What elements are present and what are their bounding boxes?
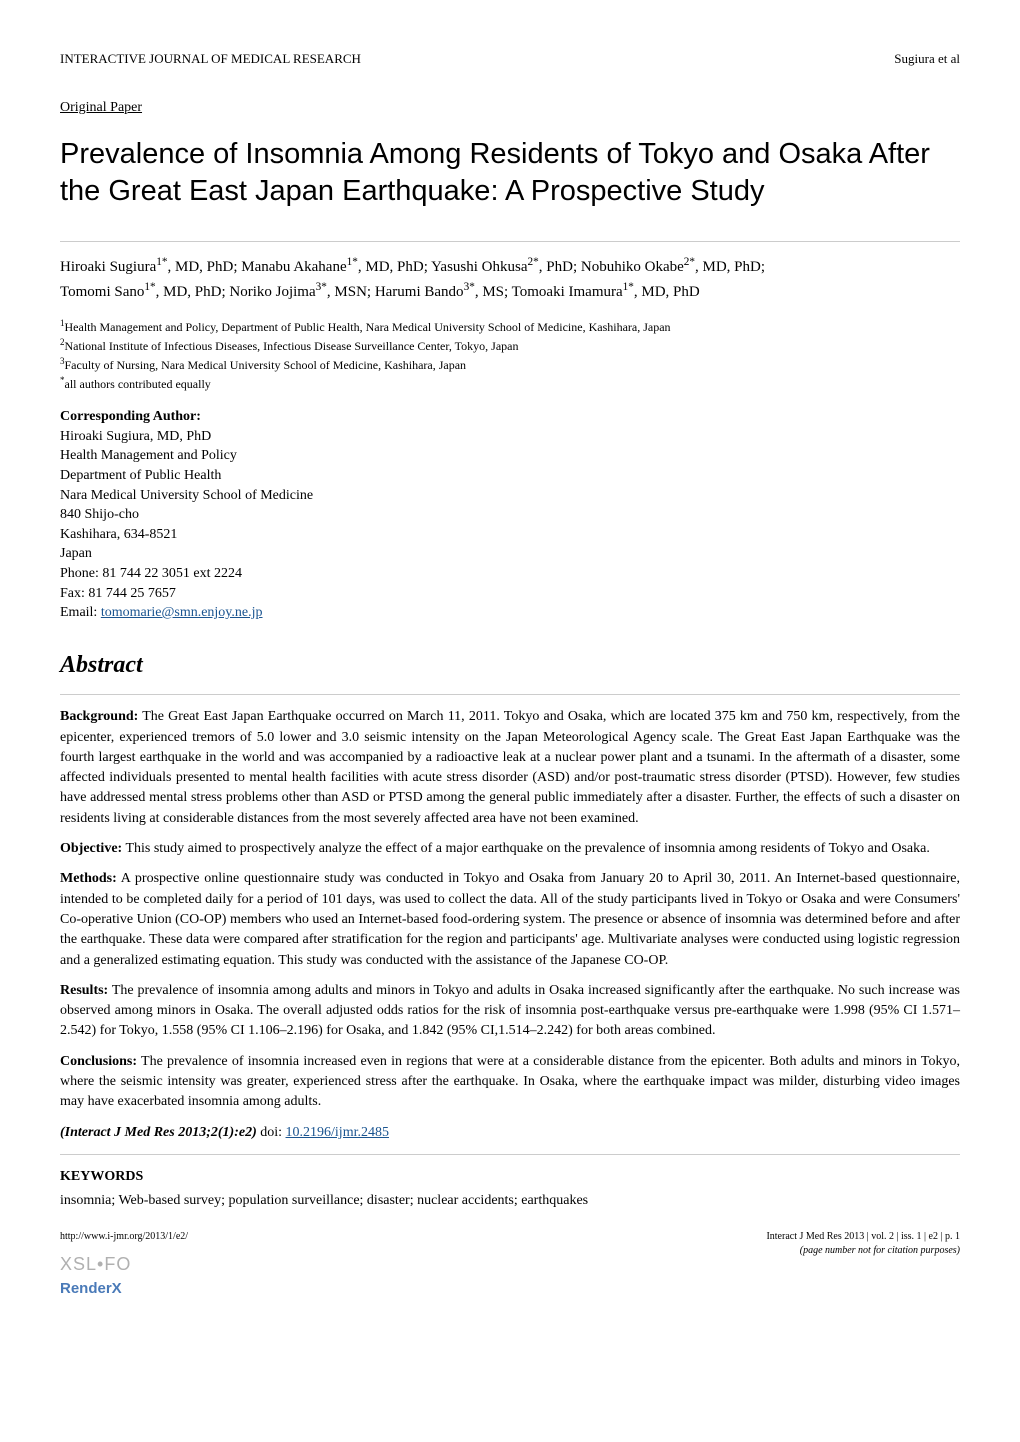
paper-type: Original Paper — [60, 98, 960, 118]
results-text: The prevalence of insomnia among adults … — [60, 983, 960, 1039]
authors-line-1: Hiroaki Sugiura1*, MD, PhD; Manabu Akaha… — [60, 259, 765, 275]
results-label: Results: — [60, 983, 108, 998]
abstract-conclusions: Conclusions: The prevalence of insomnia … — [60, 1052, 960, 1113]
doi-link[interactable]: 10.2196/ijmr.2485 — [286, 1125, 389, 1140]
corresponding-phone: Phone: 81 744 22 3051 ext 2224 — [60, 564, 960, 584]
renderx-logo: XSL•FO RenderX — [60, 1252, 188, 1298]
page-header: INTERACTIVE JOURNAL OF MEDICAL RESEARCH … — [60, 50, 960, 68]
abstract-background: Background: The Great East Japan Earthqu… — [60, 707, 960, 829]
equal-contribution: *all authors contributed equally — [60, 374, 960, 393]
affiliation-3: 3Faculty of Nursing, Nara Medical Univer… — [60, 355, 960, 374]
affiliation-1: 1Health Management and Policy, Departmen… — [60, 317, 960, 336]
objective-label: Objective: — [60, 841, 122, 856]
authors-block: Hiroaki Sugiura1*, MD, PhD; Manabu Akaha… — [60, 254, 960, 303]
corresponding-country: Japan — [60, 544, 960, 564]
corresponding-name: Hiroaki Sugiura, MD, PhD — [60, 427, 960, 447]
abstract-heading: Abstract — [60, 649, 960, 683]
corresponding-author-block: Corresponding Author: Hiroaki Sugiura, M… — [60, 407, 960, 623]
abstract-methods: Methods: A prospective online questionna… — [60, 869, 960, 970]
divider — [60, 241, 960, 242]
divider — [60, 694, 960, 695]
doi-prefix: doi: — [257, 1125, 286, 1140]
corresponding-address: 840 Shijo-cho — [60, 505, 960, 525]
affiliation-2: 2National Institute of Infectious Diseas… — [60, 336, 960, 355]
running-head: Sugiura et al — [894, 50, 960, 68]
corresponding-dept: Health Management and Policy — [60, 446, 960, 466]
corresponding-city: Kashihara, 634-8521 — [60, 525, 960, 545]
corresponding-email-line: Email: tomomarie@smn.enjoy.ne.jp — [60, 603, 960, 623]
footer-left: http://www.i-jmr.org/2013/1/e2/ XSL•FO R… — [60, 1230, 188, 1298]
methods-text: A prospective online questionnaire study… — [60, 871, 960, 967]
conclusions-text: The prevalence of insomnia increased eve… — [60, 1054, 960, 1110]
corresponding-dept2: Department of Public Health — [60, 466, 960, 486]
affiliations-block: 1Health Management and Policy, Departmen… — [60, 317, 960, 393]
background-text: The Great East Japan Earthquake occurred… — [60, 709, 960, 825]
footer-right: Interact J Med Res 2013 | vol. 2 | iss. … — [766, 1230, 960, 1298]
corresponding-institution: Nara Medical University School of Medici… — [60, 486, 960, 506]
corresponding-label: Corresponding Author: — [60, 407, 960, 427]
paper-title: Prevalence of Insomnia Among Residents o… — [60, 136, 960, 211]
abstract-objective: Objective: This study aimed to prospecti… — [60, 839, 960, 859]
keywords-text: insomnia; Web-based survey; population s… — [60, 1191, 960, 1211]
corresponding-fax: Fax: 81 744 25 7657 — [60, 584, 960, 604]
conclusions-label: Conclusions: — [60, 1054, 137, 1069]
footer-citation-note: (page number not for citation purposes) — [766, 1244, 960, 1258]
divider — [60, 1154, 960, 1155]
background-label: Background: — [60, 709, 138, 724]
authors-line-2: Tomomi Sano1*, MD, PhD; Noriko Jojima3*,… — [60, 284, 700, 300]
citation-line: (Interact J Med Res 2013;2(1):e2) doi: 1… — [60, 1123, 960, 1143]
journal-name: INTERACTIVE JOURNAL OF MEDICAL RESEARCH — [60, 50, 361, 68]
page-footer: http://www.i-jmr.org/2013/1/e2/ XSL•FO R… — [60, 1230, 960, 1298]
xsl-fo-text: XSL•FO — [60, 1252, 188, 1277]
renderx-text: RenderX — [60, 1278, 188, 1299]
email-link[interactable]: tomomarie@smn.enjoy.ne.jp — [101, 605, 263, 620]
citation-label: (Interact J Med Res 2013;2(1):e2) — [60, 1125, 257, 1140]
footer-url: http://www.i-jmr.org/2013/1/e2/ — [60, 1230, 188, 1244]
email-label: Email: — [60, 605, 101, 620]
objective-text: This study aimed to prospectively analyz… — [122, 841, 930, 856]
abstract-results: Results: The prevalence of insomnia amon… — [60, 981, 960, 1042]
footer-citation: Interact J Med Res 2013 | vol. 2 | iss. … — [766, 1230, 960, 1244]
keywords-heading: KEYWORDS — [60, 1167, 960, 1187]
methods-label: Methods: — [60, 871, 117, 886]
